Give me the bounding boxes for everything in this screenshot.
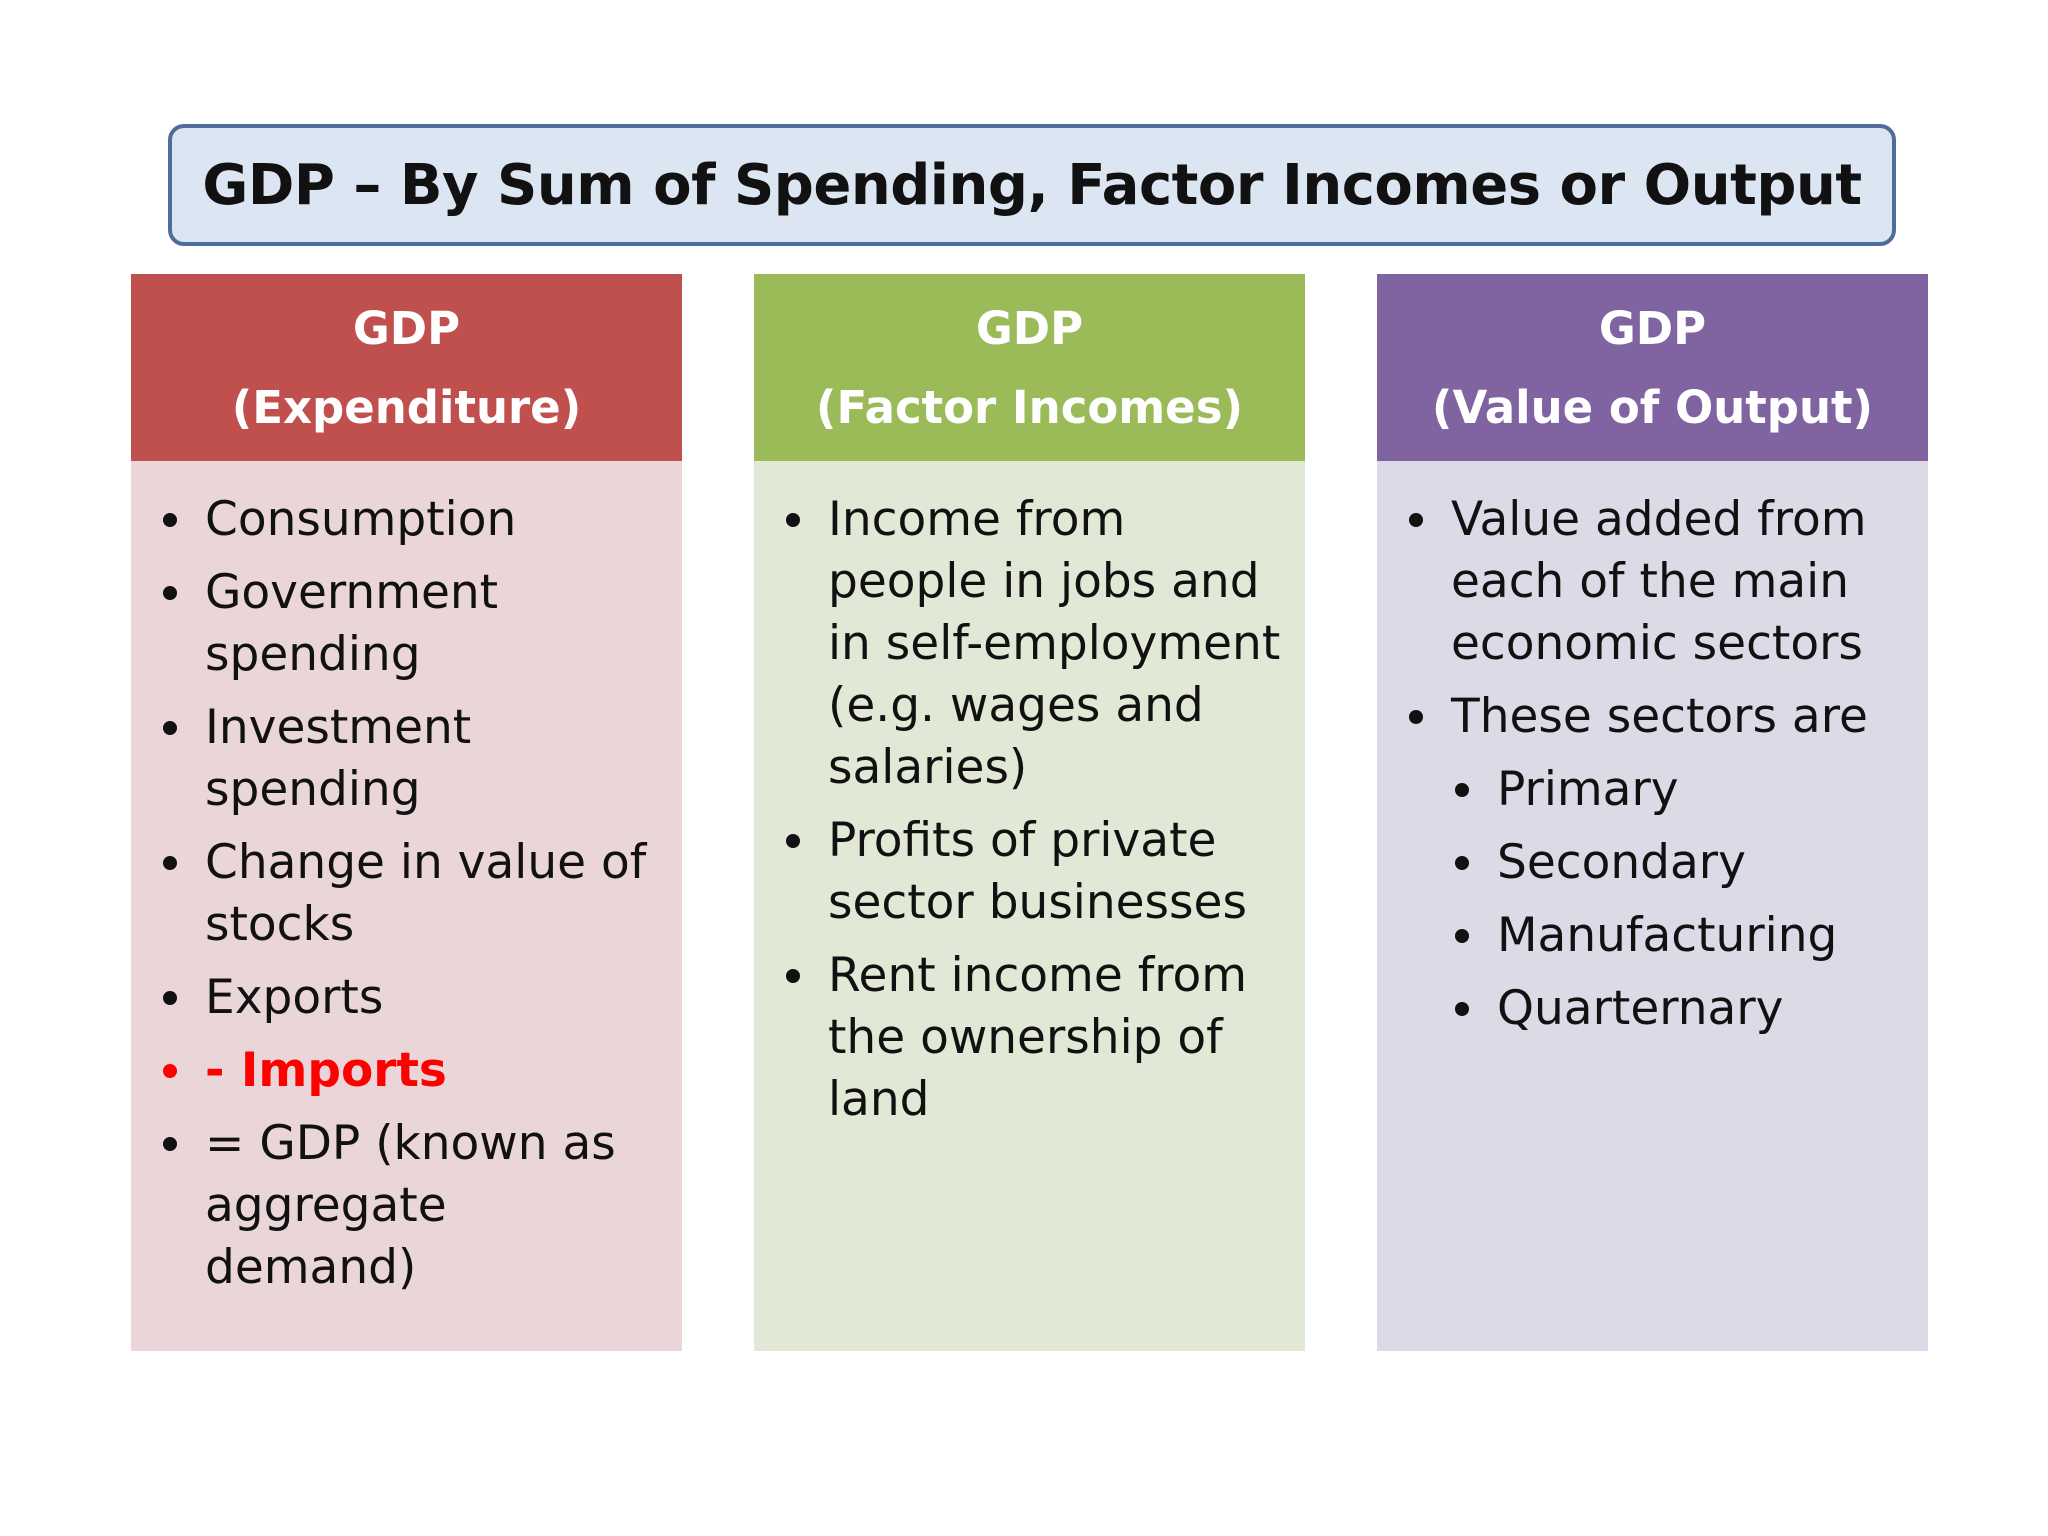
expenditure-header-line1: GDP	[352, 301, 461, 355]
title-box: GDP – By Sum of Spending, Factor Incomes…	[168, 124, 1896, 246]
bullet-icon	[163, 1064, 177, 1078]
list-item: Investment spending	[163, 697, 672, 821]
value-of-output-header-line1: GDP	[1598, 301, 1707, 355]
list-item: Exports	[163, 967, 672, 1029]
bullet-icon	[1409, 513, 1423, 527]
bullet-icon	[1455, 856, 1469, 870]
sector-list-item: Quarternary	[1409, 978, 1918, 1040]
list-item: Income from people in jobs and in self-e…	[786, 489, 1295, 799]
value-of-output-header: GDP (Value of Output)	[1377, 274, 1928, 461]
list-item: Rent income from the ownership of land	[786, 945, 1295, 1131]
list-item: = GDP (known as aggregate demand)	[163, 1113, 672, 1299]
list-item: Consumption	[163, 489, 672, 551]
bullet-icon	[786, 513, 800, 527]
value-of-output-header-line2: (Value of Output)	[1431, 380, 1874, 434]
value-of-output-body: Value added from each of the main econom…	[1377, 461, 1928, 1351]
factor-incomes-header-line2: (Factor Incomes)	[815, 380, 1244, 434]
bullet-icon	[1409, 710, 1423, 724]
list-item: Change in value of stocks	[163, 832, 672, 956]
expenditure-body: Consumption Government spending Investme…	[131, 461, 682, 1351]
sector-list-item: Secondary	[1409, 832, 1918, 894]
factor-incomes-header: GDP (Factor Incomes)	[754, 274, 1305, 461]
imports-list-item: - Imports	[163, 1040, 672, 1102]
diagram-title: GDP – By Sum of Spending, Factor Incomes…	[202, 152, 1862, 218]
bullet-icon	[1455, 929, 1469, 943]
list-item: Profits of private sector businesses	[786, 810, 1295, 934]
value-of-output-list: Value added from each of the main econom…	[1409, 489, 1918, 1040]
expenditure-header: GDP (Expenditure)	[131, 274, 682, 461]
expenditure-header-line2: (Expenditure)	[231, 380, 582, 434]
bullet-icon	[163, 991, 177, 1005]
bullet-icon	[786, 834, 800, 848]
expenditure-list: Consumption Government spending Investme…	[163, 489, 672, 1299]
factor-incomes-header-line1: GDP	[975, 301, 1084, 355]
sector-list-item: Manufacturing	[1409, 905, 1918, 967]
list-item: These sectors are	[1409, 686, 1918, 748]
bullet-icon	[786, 969, 800, 983]
factor-incomes-list: Income from people in jobs and in self-e…	[786, 489, 1295, 1131]
bullet-icon	[163, 1137, 177, 1151]
bullet-icon	[1455, 783, 1469, 797]
list-item: Government spending	[163, 562, 672, 686]
sector-list-item: Primary	[1409, 759, 1918, 821]
expenditure-column: GDP (Expenditure) Consumption Government…	[131, 274, 682, 1351]
bullet-icon	[163, 586, 177, 600]
bullet-icon	[163, 513, 177, 527]
bullet-icon	[163, 721, 177, 735]
list-item: Value added from each of the main econom…	[1409, 489, 1918, 675]
factor-incomes-column: GDP (Factor Incomes) Income from people …	[754, 274, 1305, 1351]
value-of-output-column: GDP (Value of Output) Value added from e…	[1377, 274, 1928, 1351]
bullet-icon	[163, 856, 177, 870]
bullet-icon	[1455, 1002, 1469, 1016]
factor-incomes-body: Income from people in jobs and in self-e…	[754, 461, 1305, 1351]
